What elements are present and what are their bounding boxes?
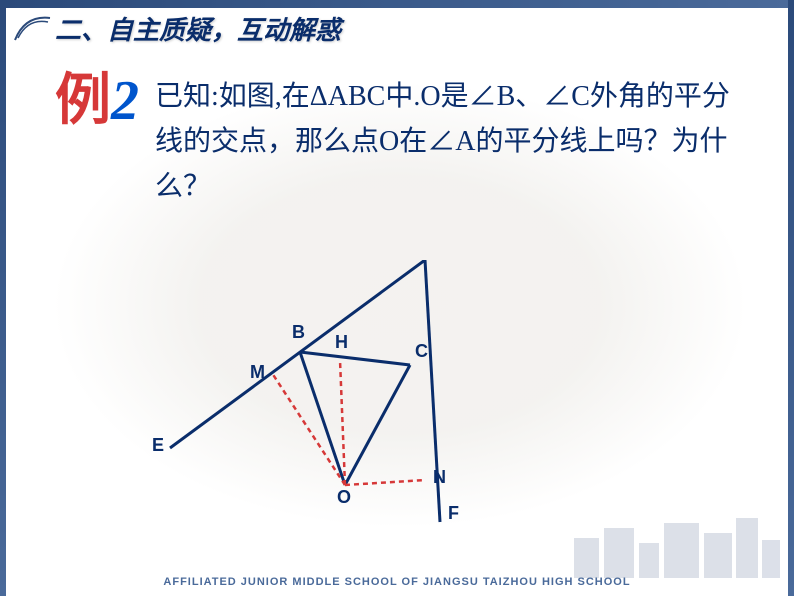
problem-statement: 已知:如图,在ΔABC中.O是∠B、∠C外角的平分线的交点，那么点O在∠A的平分… [155, 75, 745, 209]
border-top [0, 0, 794, 8]
example-li-char: 例 [55, 70, 111, 132]
svg-text:N: N [433, 467, 446, 487]
svg-text:H: H [335, 332, 348, 352]
svg-text:F: F [448, 503, 459, 523]
svg-text:B: B [292, 322, 305, 342]
svg-text:C: C [415, 341, 428, 361]
svg-text:M: M [250, 362, 265, 382]
example-label: 例2 [55, 55, 139, 136]
svg-text:E: E [152, 435, 164, 455]
footer-school-name: AFFILIATED JUNIOR MIDDLE SCHOOL OF JIANG… [0, 576, 794, 588]
footer-buildings-decoration [564, 498, 784, 578]
border-right [788, 0, 794, 596]
border-left [0, 0, 6, 596]
section-title: 二、自主质疑，互动解惑 [55, 10, 341, 47]
svg-text:A: A [430, 260, 443, 261]
svg-text:O: O [337, 487, 351, 507]
corner-decoration [10, 10, 55, 45]
example-number: 2 [111, 70, 139, 132]
geometry-diagram: A B C E F O M H N [130, 260, 530, 540]
